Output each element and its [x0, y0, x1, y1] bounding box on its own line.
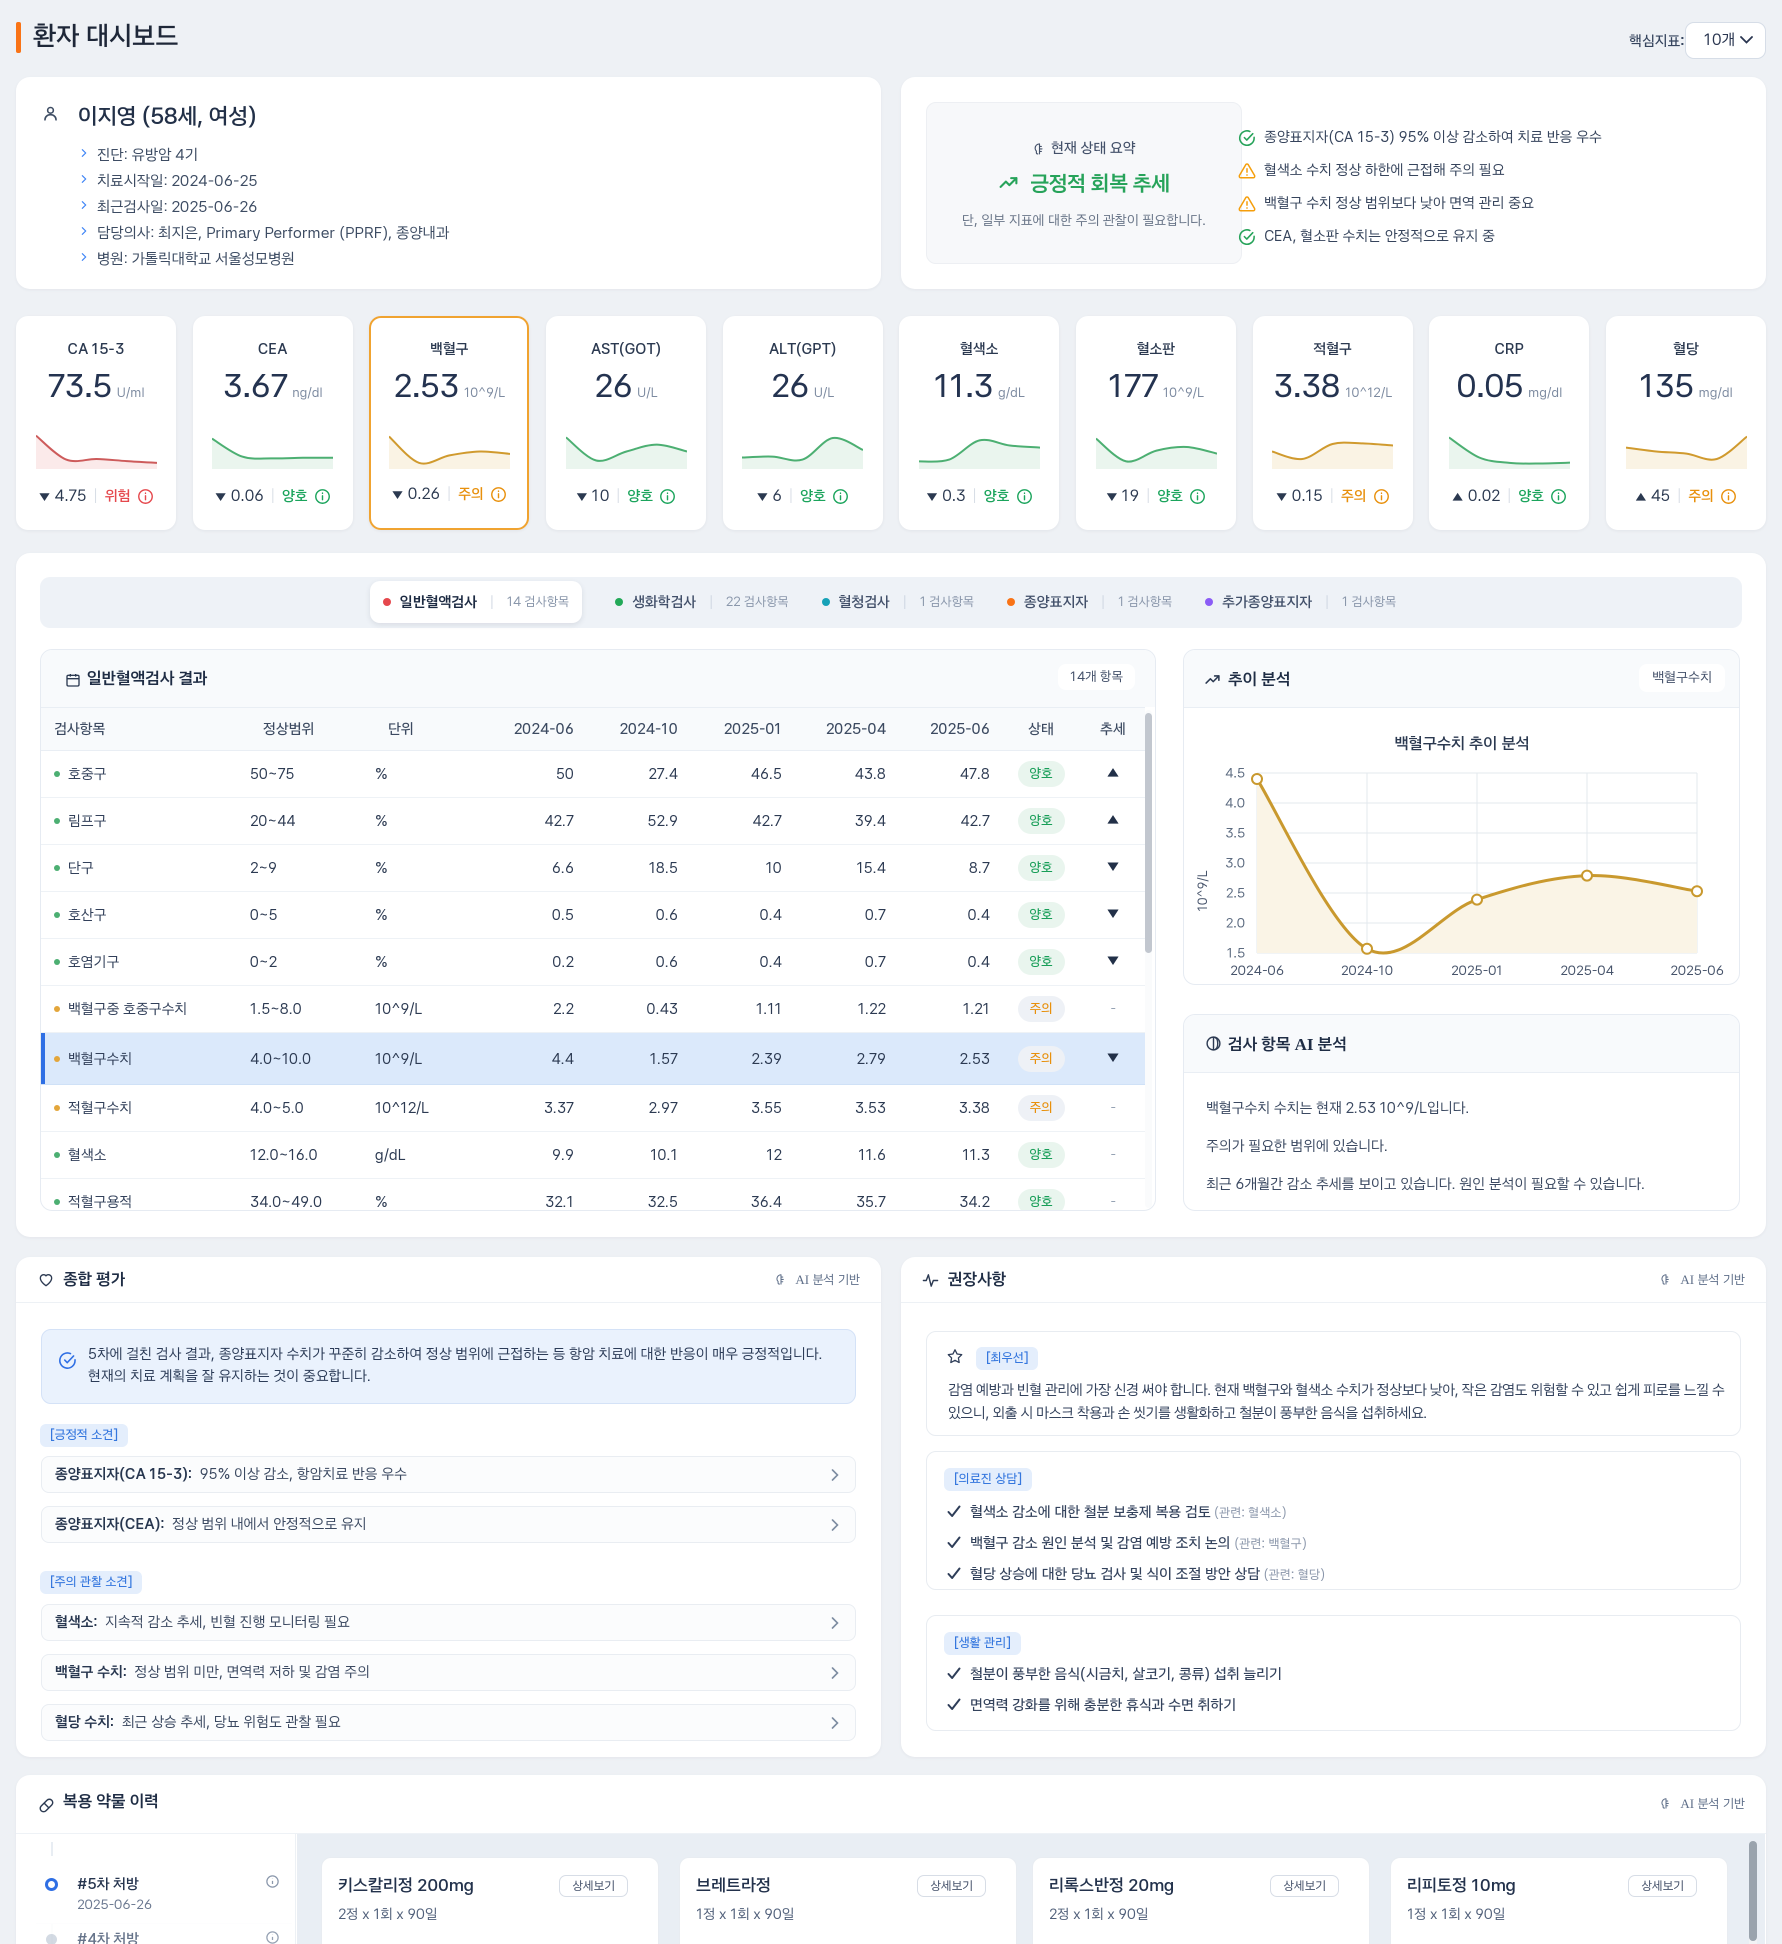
svg-text:4.5: 4.5 [1225, 766, 1245, 782]
svg-text:2024-06: 2024-06 [1230, 963, 1284, 979]
svg-text:2025-04: 2025-04 [1560, 963, 1614, 979]
svg-text:1.5: 1.5 [1227, 946, 1245, 962]
svg-text:2025-06: 2025-06 [1670, 963, 1723, 979]
svg-text:4.0: 4.0 [1225, 796, 1245, 812]
svg-text:백혈구수치 추이 분석: 백혈구수치 추이 분석 [1394, 733, 1529, 753]
svg-text:10^9/L: 10^9/L [1196, 870, 1211, 911]
svg-text:3.5: 3.5 [1225, 826, 1245, 842]
svg-text:3.0: 3.0 [1225, 856, 1245, 872]
svg-text:2025-01: 2025-01 [1451, 963, 1503, 979]
svg-text:2.5: 2.5 [1226, 886, 1245, 902]
svg-text:2024-10: 2024-10 [1341, 963, 1393, 979]
svg-text:2.0: 2.0 [1226, 916, 1245, 932]
